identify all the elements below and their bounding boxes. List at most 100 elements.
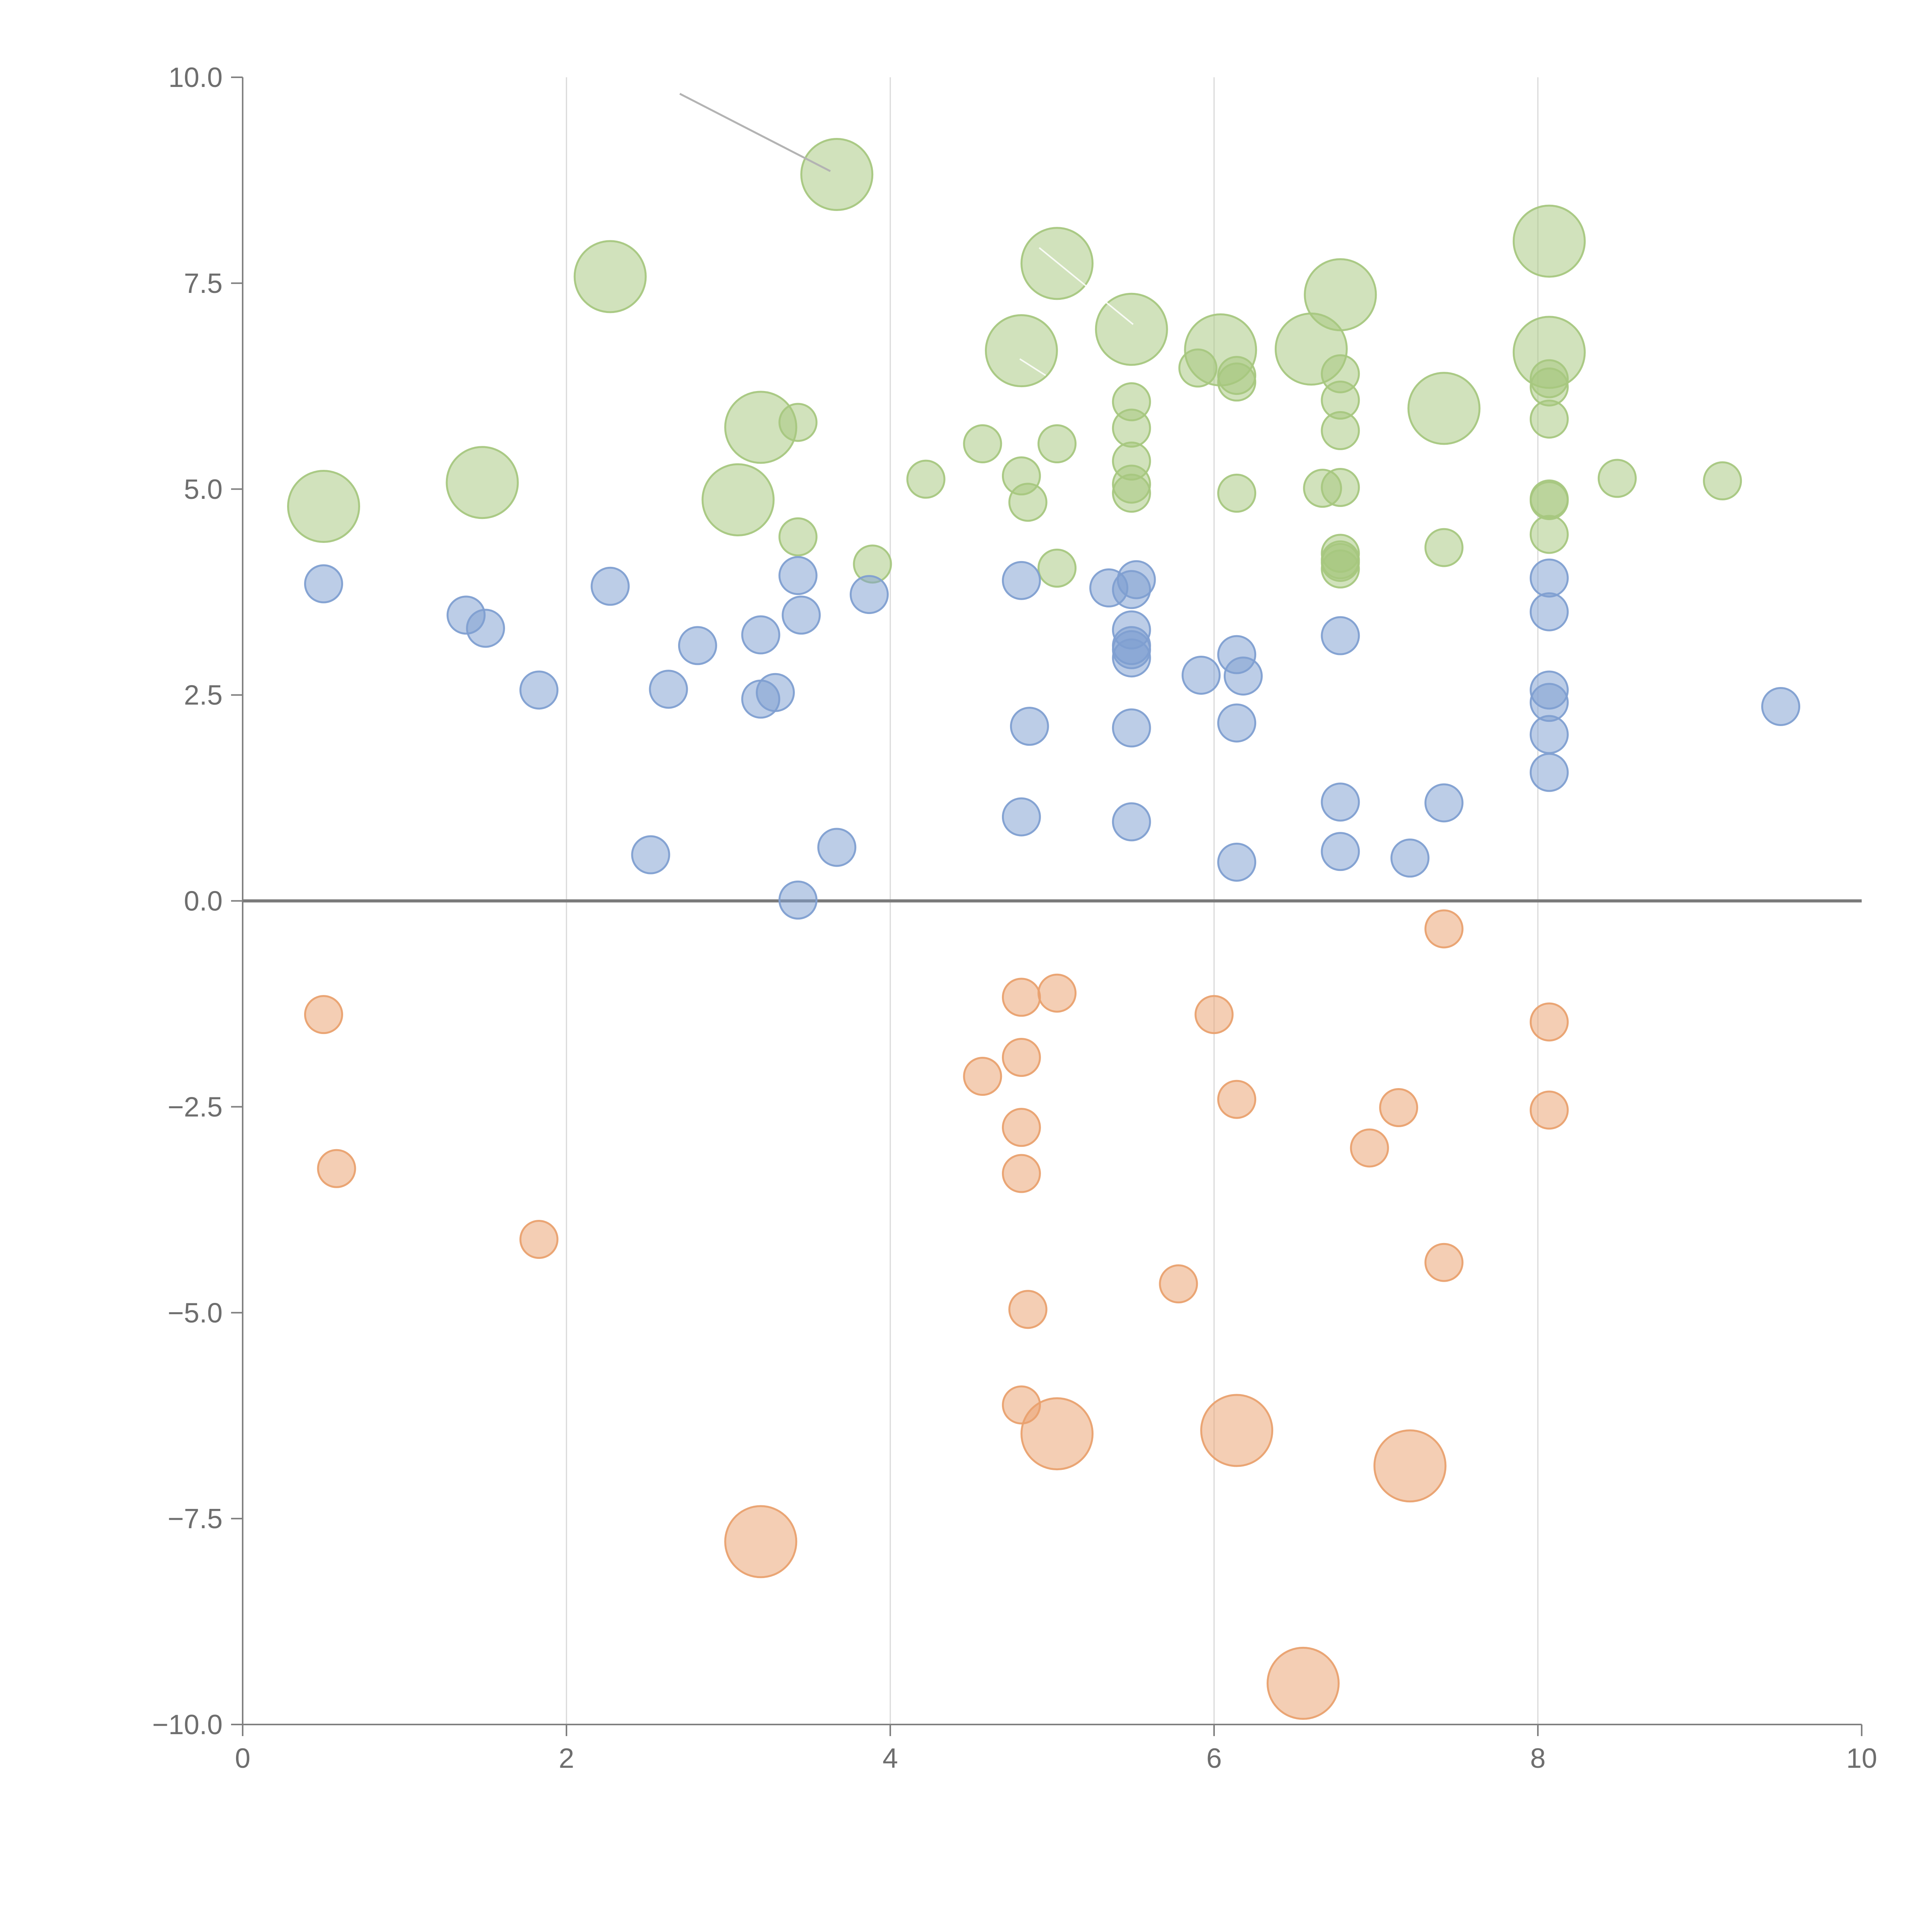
blue-point-2	[466, 609, 505, 648]
series-blue	[304, 556, 1800, 920]
axes	[242, 77, 1862, 1725]
blue-point-28	[1529, 558, 1569, 598]
green-point-42	[1529, 515, 1569, 554]
green-point-29	[778, 403, 818, 442]
blue-point-3	[590, 566, 630, 606]
green-point-17	[1217, 362, 1257, 402]
orange-point-1	[304, 995, 343, 1034]
blue-point-8	[778, 556, 818, 595]
green-point-12	[446, 446, 519, 519]
green-point-28	[1112, 473, 1151, 513]
orange-point-2	[1002, 978, 1041, 1017]
blue-point-20	[1112, 638, 1151, 678]
blue-point-24	[1217, 703, 1257, 743]
blue-point-33	[1529, 753, 1569, 792]
leader-line-1	[801, 208, 883, 231]
orange-point-24	[1266, 1646, 1340, 1720]
orange-point-4	[1194, 995, 1234, 1034]
orange-point-5	[1529, 1002, 1569, 1042]
blue-point-35	[1321, 782, 1360, 822]
x-tick-label: 6	[1206, 1743, 1222, 1774]
orange-point-18	[1008, 1290, 1048, 1329]
orange-point-8	[1217, 1080, 1257, 1119]
blue-point-26	[1112, 708, 1151, 748]
green-point-3	[1512, 204, 1586, 278]
blue-point-40	[1390, 838, 1430, 878]
green-point-47	[1321, 549, 1360, 589]
blue-point-23	[1223, 656, 1263, 696]
green-point-0	[800, 138, 874, 211]
orange-point-3	[1037, 973, 1077, 1013]
green-point-5	[1095, 293, 1168, 366]
y-tick-label: 0.0	[184, 886, 223, 917]
green-point-41	[1529, 481, 1569, 520]
leader-line-3	[1019, 358, 1046, 376]
green-point-14	[287, 470, 360, 543]
orange-point-13	[1002, 1154, 1041, 1193]
blue-point-37	[1002, 797, 1041, 837]
orange-point-22	[1373, 1429, 1447, 1503]
orange-point-0	[1424, 909, 1464, 949]
orange-point-23	[724, 1505, 798, 1578]
orange-point-12	[1350, 1128, 1389, 1168]
green-point-32	[906, 459, 946, 499]
green-point-15	[1178, 348, 1218, 388]
y-tick-label: −10.0	[152, 1709, 223, 1740]
blue-point-6	[678, 626, 717, 665]
orange-point-15	[519, 1220, 559, 1259]
blue-point-12	[850, 575, 889, 614]
blue-point-21	[1181, 655, 1221, 695]
green-point-23	[1529, 400, 1569, 439]
y-tick-label: 5.0	[184, 474, 223, 505]
orange-point-14	[317, 1149, 356, 1188]
y-tick-label: −2.5	[168, 1092, 223, 1122]
green-point-10	[1407, 372, 1481, 445]
blue-point-29	[1529, 592, 1569, 631]
green-point-34	[1008, 483, 1048, 522]
blue-point-5	[649, 670, 688, 709]
x-tick-label: 2	[559, 1743, 574, 1774]
leader-line-2	[1039, 247, 1134, 325]
blue-point-36	[1424, 783, 1464, 823]
blue-point-41	[1217, 842, 1257, 882]
blue-point-42	[631, 835, 670, 874]
y-tick-label: −7.5	[168, 1503, 223, 1534]
series-orange	[304, 909, 1569, 1720]
blue-point-34	[1761, 687, 1800, 726]
x-tick-label: 10	[1846, 1743, 1877, 1774]
green-point-38	[1597, 459, 1637, 498]
x-tick-label: 4	[883, 1743, 898, 1774]
orange-point-16	[1424, 1243, 1464, 1282]
orange-point-6	[1002, 1037, 1041, 1077]
blue-point-25	[1010, 707, 1049, 746]
green-point-35	[1217, 473, 1257, 513]
blue-point-0	[304, 564, 343, 604]
blue-point-44	[778, 880, 818, 920]
green-point-20	[1321, 411, 1360, 450]
axis-ticks: 0 2 4 6 8 10 10.0 7.5 5.0 2.5 0.0 −2.5 −5.0 −7.5 −10.0	[152, 62, 1877, 1774]
blue-point-13	[1002, 561, 1041, 600]
leader-line-0	[679, 93, 831, 172]
blue-point-4	[519, 670, 559, 710]
blue-point-38	[1112, 802, 1151, 842]
orange-point-20	[1020, 1397, 1094, 1471]
y-tick-label: 10.0	[168, 62, 223, 93]
blue-point-32	[1529, 715, 1569, 754]
green-point-39	[1703, 461, 1742, 500]
y-tick-label: −5.0	[168, 1298, 223, 1328]
green-point-37	[1321, 468, 1360, 507]
x-tick-label: 0	[235, 1743, 250, 1774]
green-point-43	[778, 517, 818, 556]
data-points	[287, 138, 1800, 1720]
orange-point-17	[1159, 1264, 1198, 1304]
blue-point-11	[756, 673, 795, 712]
series-green	[287, 138, 1742, 589]
orange-point-9	[1379, 1088, 1418, 1128]
blue-point-9	[782, 595, 821, 635]
blue-point-16	[1112, 570, 1151, 609]
green-point-48	[1424, 528, 1464, 567]
green-point-25	[1112, 408, 1151, 448]
orange-point-10	[1529, 1090, 1569, 1130]
orange-point-7	[963, 1057, 1002, 1096]
